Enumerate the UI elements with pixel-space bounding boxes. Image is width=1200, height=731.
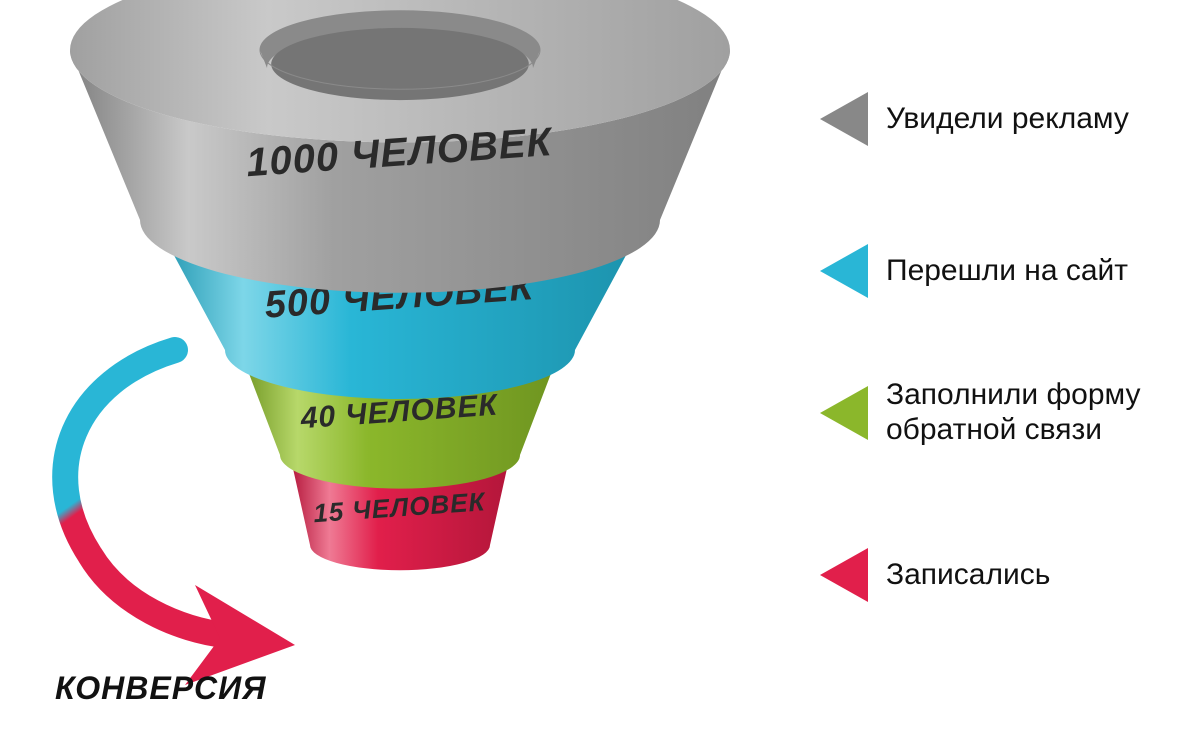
legend-triangle-4 (820, 548, 868, 602)
legend-triangle-3 (820, 386, 868, 440)
legend-item-2: Перешли на сайт (820, 244, 1128, 298)
legend-triangle-2 (820, 244, 868, 298)
infographic-canvas: 15 ЧЕЛОВЕК40 ЧЕЛОВЕК500 ЧЕЛОВЕК1000 ЧЕЛО… (0, 0, 1200, 731)
funnel-stage-1: 1000 ЧЕЛОВЕК (70, 0, 730, 293)
legend-item-3: Заполнили формуобратной связи (820, 378, 1141, 447)
legend-label-3-line1: Заполнили формуобратной связи (886, 378, 1141, 446)
legend-label-3: Заполнили формуобратной связи (886, 378, 1141, 447)
legend-label-4: Записались (886, 558, 1050, 593)
legend-label-1: Увидели рекламу (886, 102, 1129, 137)
legend-label-2: Перешли на сайт (886, 254, 1128, 289)
conversion-label: КОНВЕРСИЯ (55, 670, 267, 707)
legend-triangle-1 (820, 92, 868, 146)
legend-item-4: Записались (820, 548, 1050, 602)
legend-item-1: Увидели рекламу (820, 92, 1129, 146)
